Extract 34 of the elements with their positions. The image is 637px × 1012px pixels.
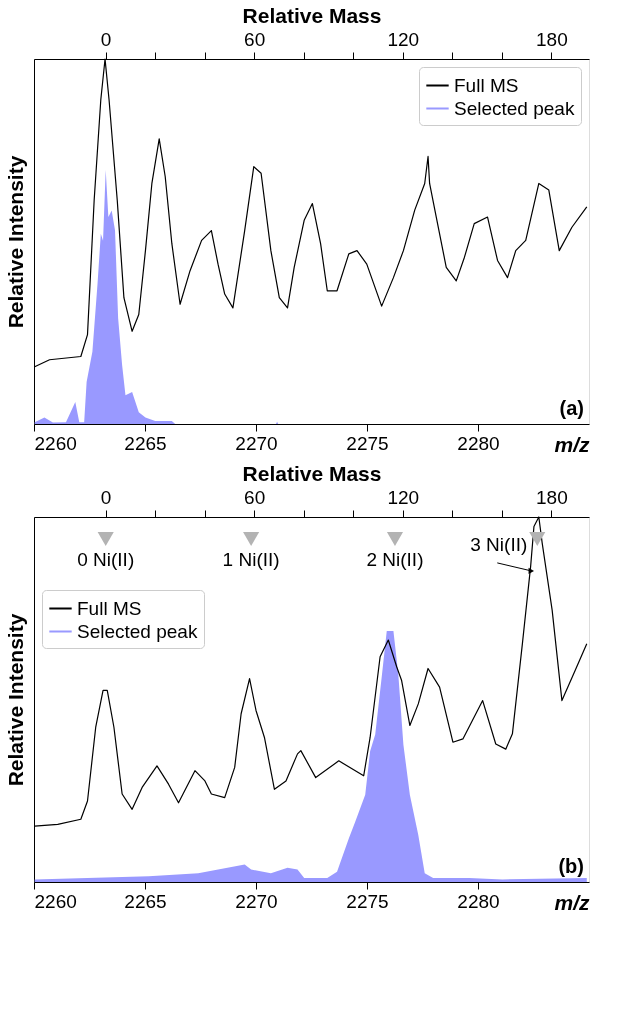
x2-tick-label: 0	[100, 486, 112, 508]
x-tick-label: 2265	[124, 890, 167, 912]
annotation: (b)	[558, 855, 584, 877]
x2-tick-label: 60	[244, 486, 266, 508]
legend-label: Full MS	[454, 74, 519, 96]
x-tick-label: 2265	[124, 432, 167, 454]
x-tick-label: 2260	[34, 432, 77, 454]
legend-label: Full MS	[77, 597, 142, 619]
annotation: 0 Ni(II)	[77, 548, 135, 570]
y-axis-title: Relative Intensity	[3, 613, 27, 787]
x-axis-title: m/z	[554, 890, 590, 914]
x2-axis-title: Relative Mass	[242, 3, 382, 27]
y-axis-title: Relative Intensity	[3, 155, 27, 329]
x2-tick-label: 0	[100, 28, 112, 50]
x-tick-label: 2280	[457, 890, 500, 912]
legend-label: Selected peak	[454, 97, 575, 119]
x2-tick-label: 120	[387, 486, 420, 508]
annotation: (a)	[559, 397, 584, 419]
x2-tick-label: 180	[536, 28, 568, 50]
annotation: 2 Ni(II)	[366, 548, 424, 570]
x2-axis-title: Relative Mass	[242, 461, 382, 485]
x2-tick-label: 120	[387, 28, 420, 50]
x2-tick-label: 180	[536, 486, 568, 508]
x-tick-label: 2275	[346, 432, 389, 454]
x-tick-label: 2280	[457, 432, 500, 454]
x-tick-label: 2275	[346, 890, 389, 912]
x-tick-label: 2260	[34, 890, 77, 912]
legend-label: Selected peak	[77, 620, 198, 642]
annotation: 3 Ni(II)	[470, 533, 528, 555]
x-tick-label: 2270	[235, 432, 278, 454]
x2-tick-label: 60	[244, 28, 266, 50]
x-axis-title: m/z	[554, 432, 590, 456]
x-tick-label: 2270	[235, 890, 278, 912]
annotation: 1 Ni(II)	[222, 548, 280, 570]
